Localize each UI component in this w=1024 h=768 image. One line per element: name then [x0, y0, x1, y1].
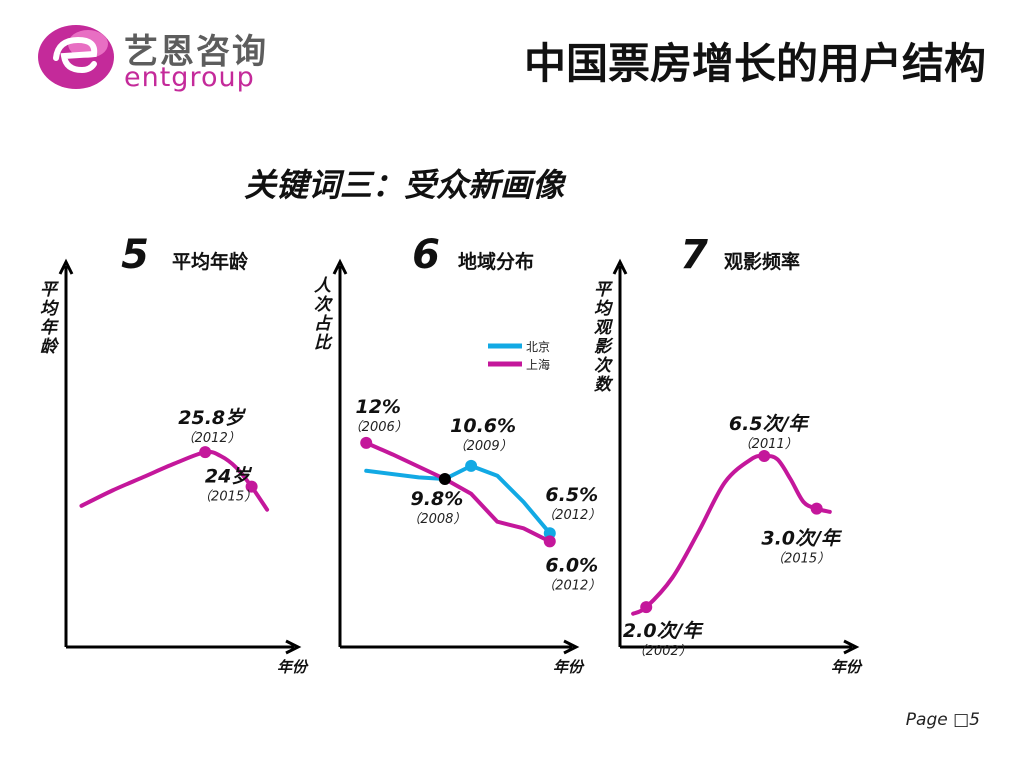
chart1-y-arrow	[58, 258, 74, 275]
chart2-point-5	[543, 535, 556, 548]
chart1-point-year-1: （2012）	[182, 430, 241, 446]
chart2-point-year-5: （2012）	[542, 577, 601, 593]
chart2-legend-label-1: 北京	[526, 340, 550, 354]
chart3-point-3	[810, 502, 823, 515]
logo-english-name: entgroup	[124, 62, 255, 93]
chart2-point-label-2: 9.8%	[411, 488, 464, 510]
chart2-ylabel: 人次占比	[310, 276, 331, 352]
chart2-panel-number: 6	[412, 232, 440, 278]
chart2-point-3	[465, 459, 478, 472]
chart1-title: 平均年龄	[172, 250, 249, 273]
chart1-point-2	[245, 480, 258, 493]
chart2-point-year-2: （2008）	[407, 511, 466, 527]
chart2-point-label-3: 10.6%	[450, 415, 516, 437]
chart3-point-2	[758, 450, 771, 462]
chart2-point-1	[360, 436, 373, 449]
chart1-point-1	[199, 446, 212, 459]
chart1-x-arrow	[285, 639, 302, 655]
chart3-y-arrow	[612, 258, 628, 275]
chart3-xlabel: 年份	[831, 658, 863, 676]
chart2-xlabel: 年份	[553, 658, 585, 676]
page-title: 中国票房增长的用户结构	[523, 39, 986, 88]
chart3-point-year-1: （2002）	[633, 643, 692, 659]
chart3-title: 观影频率	[724, 250, 800, 273]
chart1-xlabel: 年份	[277, 658, 309, 676]
chart2-point-label-1: 12%	[355, 396, 400, 418]
chart1-panel-number: 5	[121, 232, 149, 278]
chart2-y-arrow	[332, 258, 348, 275]
chart1-point-label-2: 24岁	[205, 466, 252, 488]
chart2-series-line-2	[364, 440, 552, 544]
slide-subtitle: 关键词三：受众新画像	[244, 166, 565, 204]
page-number: Page □5	[905, 710, 980, 730]
chart3-ylabel: 平均观影次数	[590, 280, 611, 394]
chart3-panel-number: 7	[680, 232, 708, 278]
chart3-point-label-3: 3.0次/年	[761, 528, 843, 550]
chart2-point-year-4: （2012）	[542, 507, 601, 523]
entgroup-logo: 艺恩咨询 entgroup	[36, 22, 276, 94]
logo-chinese-name: 艺恩咨询	[124, 32, 268, 72]
chart3-point-year-3: （2015）	[771, 551, 830, 567]
chart2-point-year-3: （2009）	[454, 438, 513, 454]
chart2-point-4	[543, 527, 556, 540]
chart2-point-year-1: （2006）	[349, 419, 408, 435]
chart2-x-arrow	[563, 639, 580, 655]
chart3-point-label-2: 6.5次/年	[729, 413, 811, 435]
chart3-x-arrow	[843, 639, 860, 655]
chart1-point-label-1: 25.8岁	[178, 407, 246, 429]
chart3-point-1	[640, 601, 653, 614]
chart1-point-year-2: （2015）	[198, 489, 257, 505]
entgroup-logo-icon	[38, 25, 114, 89]
chart2-title: 地域分布	[458, 250, 534, 273]
chart2-legend-label-2: 上海	[526, 357, 550, 372]
chart2-point-label-4: 6.5%	[545, 484, 598, 506]
chart1-ylabel: 平均年龄	[36, 280, 57, 356]
chart3-point-year-2: （2011）	[739, 436, 798, 452]
chart3-point-label-1: 2.0次/年	[623, 620, 705, 642]
chart2-point-label-5: 6.0%	[545, 554, 598, 576]
chart2-point-2	[438, 473, 451, 485]
